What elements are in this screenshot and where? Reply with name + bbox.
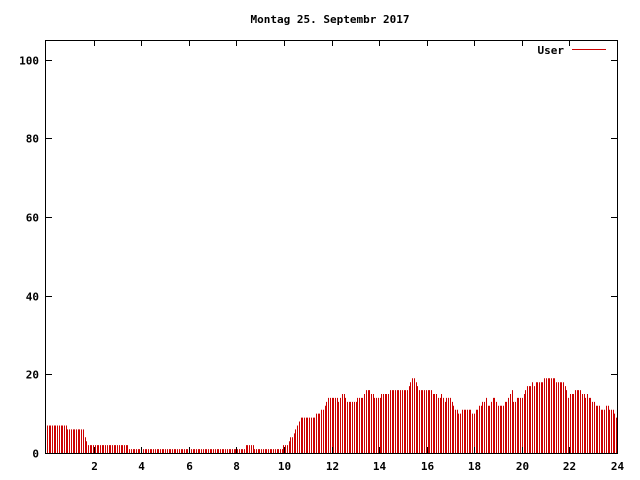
x-tick-label: 6 bbox=[186, 460, 193, 473]
y-tick-label: 0 bbox=[32, 448, 39, 461]
y-tick-label: 40 bbox=[26, 291, 39, 304]
x-tick-label: 8 bbox=[233, 460, 240, 473]
plot-frame bbox=[45, 40, 618, 454]
chart-title: Montag 25. Septembr 2017 bbox=[251, 13, 410, 26]
y-axis: 0 20 40 60 80 100 bbox=[19, 55, 617, 461]
x-tick-label: 2 bbox=[91, 460, 98, 473]
x-tick-label: 24 bbox=[611, 460, 625, 473]
x-tick-label: 12 bbox=[326, 460, 339, 473]
x-tick-label: 14 bbox=[373, 460, 387, 473]
x-tick-label: 20 bbox=[516, 460, 529, 473]
y-tick-label: 80 bbox=[26, 133, 39, 146]
data-bars bbox=[47, 378, 617, 453]
legend: User bbox=[538, 44, 606, 57]
x-tick-label: 22 bbox=[563, 460, 576, 473]
x-tick-label: 16 bbox=[421, 460, 435, 473]
y-tick-label: 60 bbox=[26, 212, 39, 225]
x-tick-label: 18 bbox=[468, 460, 481, 473]
legend-label: User bbox=[538, 44, 565, 57]
y-tick-label: 20 bbox=[26, 369, 39, 382]
x-tick-label: 10 bbox=[278, 460, 291, 473]
y-tick-label: 100 bbox=[19, 55, 39, 68]
x-axis: 2 4 6 8 10 12 14 16 18 20 22 24 bbox=[91, 40, 624, 473]
x-tick-label: 4 bbox=[138, 460, 145, 473]
